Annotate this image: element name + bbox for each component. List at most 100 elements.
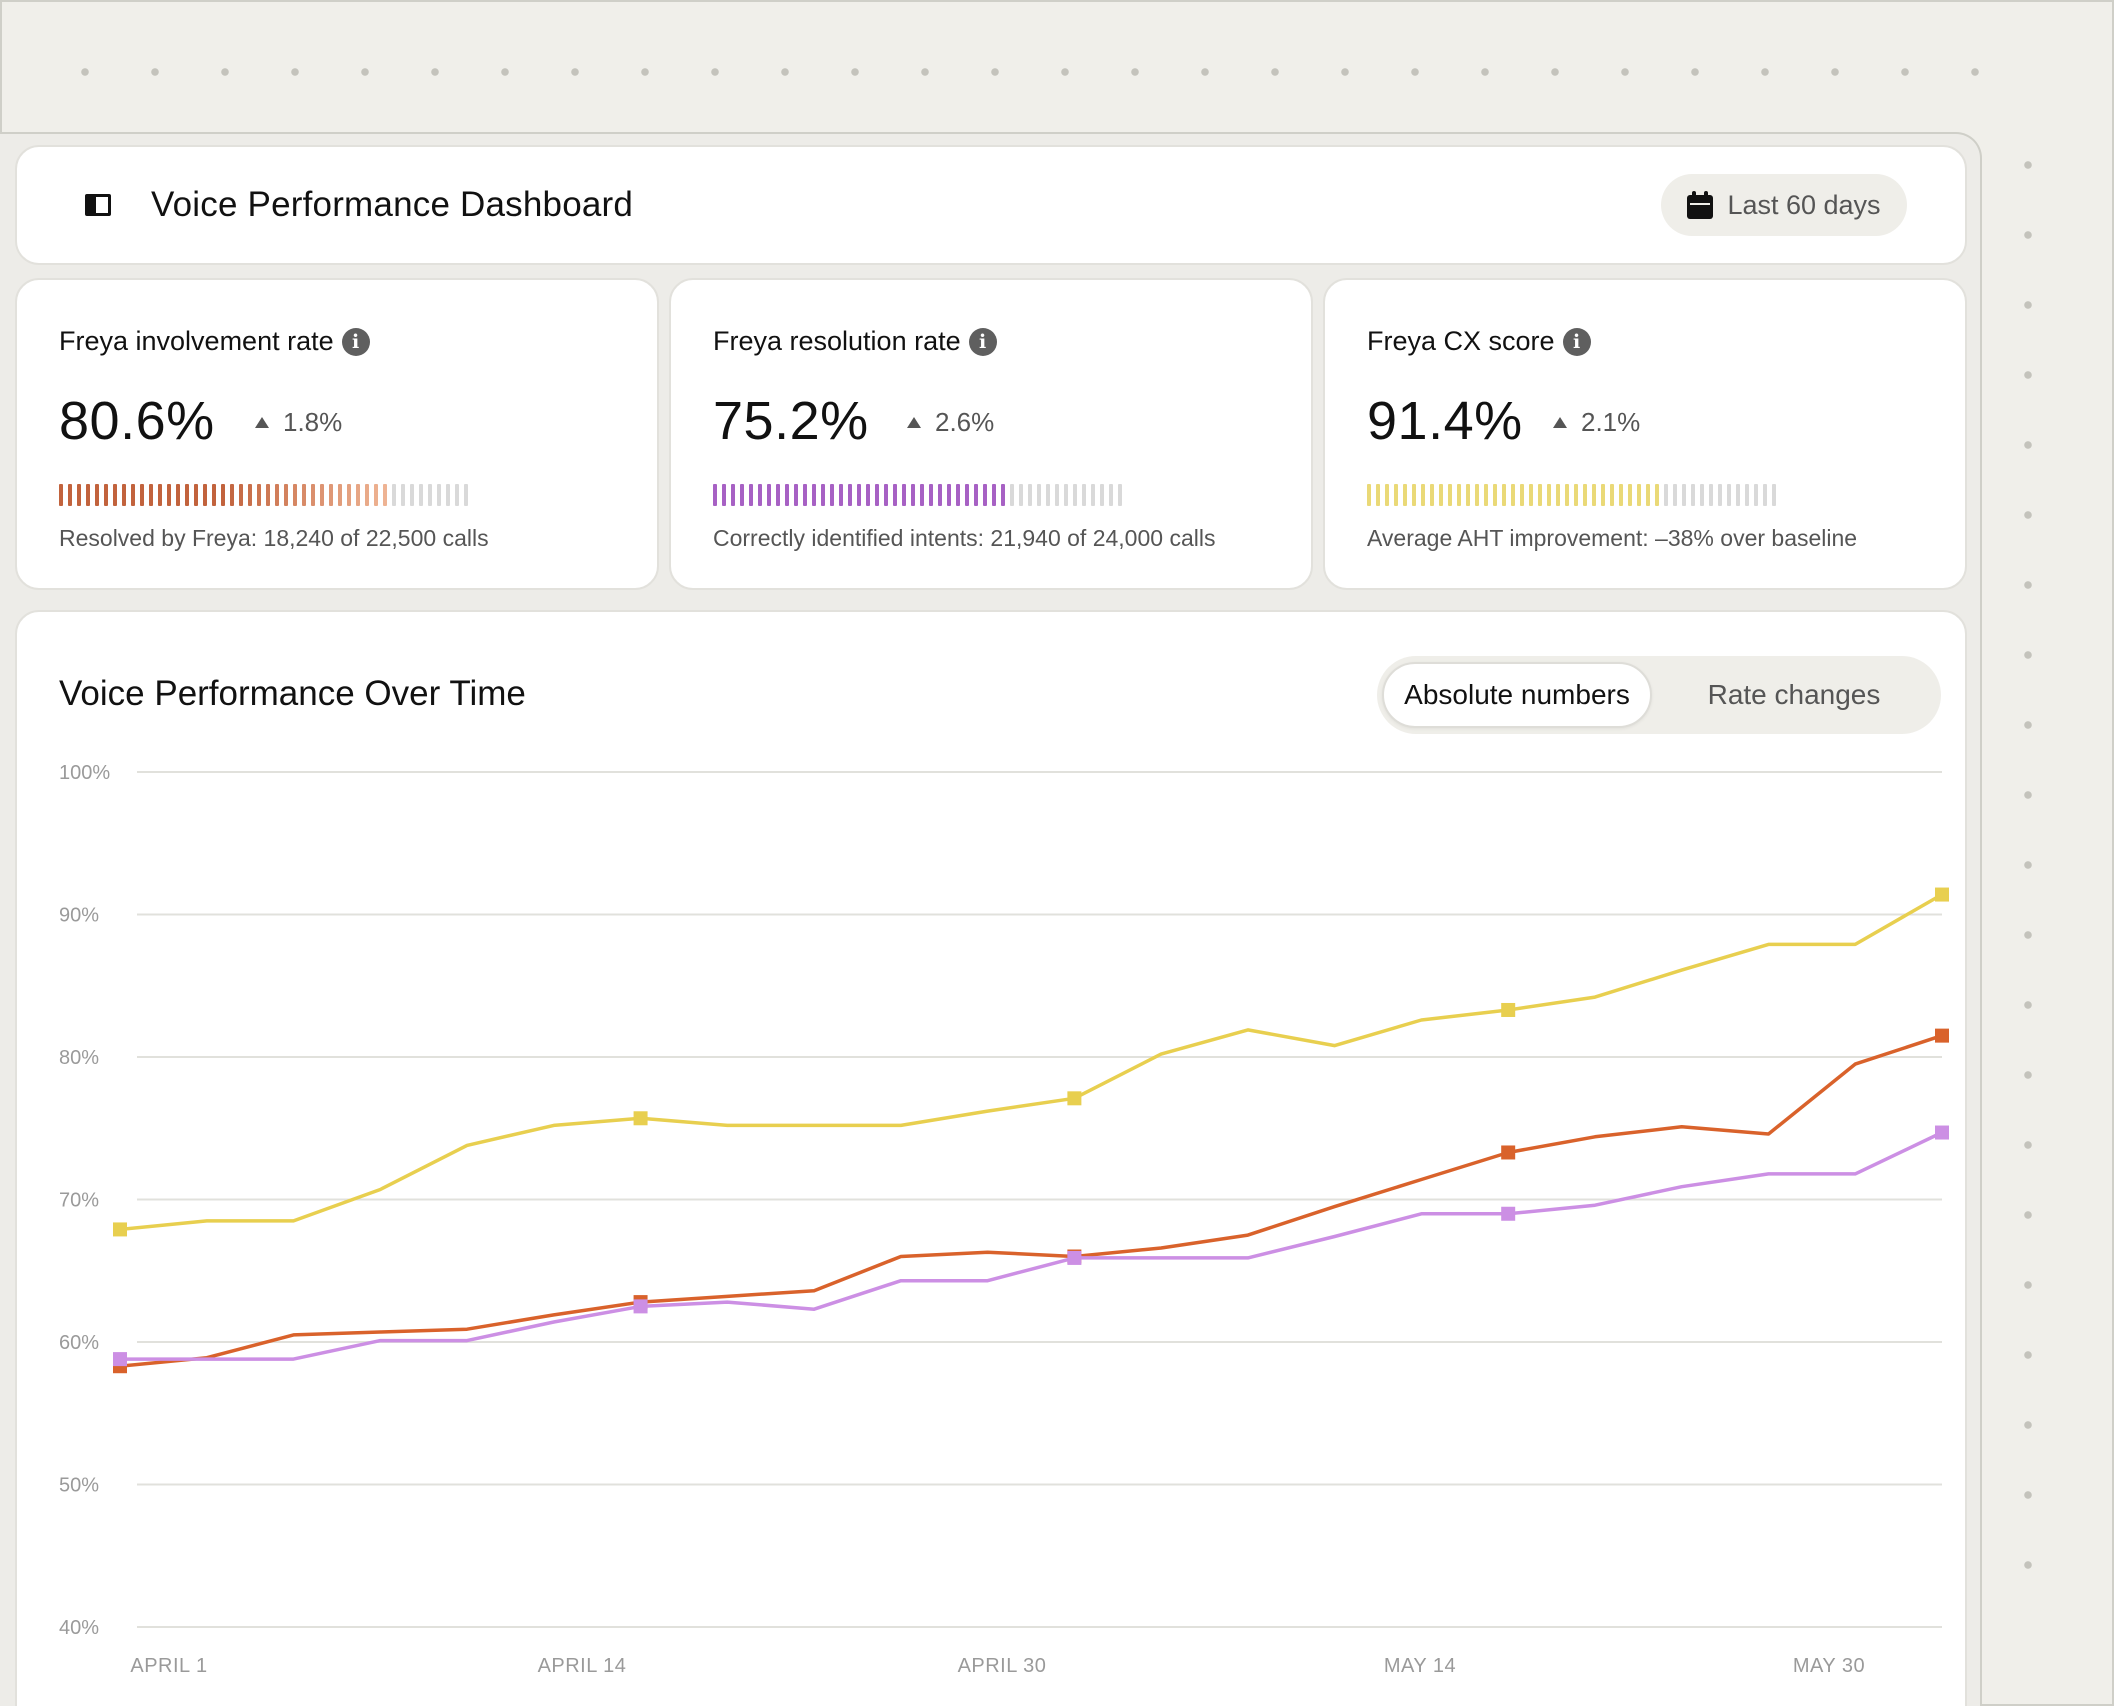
kpi-footnote: Correctly identified intents: 21,940 of … <box>713 525 1216 551</box>
kpi-label: Freya resolution rate <box>713 326 961 356</box>
calendar-icon <box>1687 191 1714 219</box>
series-line <box>119 892 1943 1232</box>
trend-up-icon <box>255 417 269 428</box>
progress-tick <box>1511 484 1515 506</box>
progress-tick <box>392 484 396 506</box>
kpi-label: Freya involvement rate <box>59 326 334 356</box>
progress-tick <box>356 484 360 506</box>
progress-tick <box>1655 484 1659 506</box>
progress-tick <box>830 484 834 506</box>
trend-up-icon <box>1553 417 1567 428</box>
progress-tick <box>248 484 252 506</box>
y-tick-label: 40% <box>59 1617 99 1639</box>
kpi-delta: 2.1% <box>1553 407 1640 438</box>
progress-tick <box>158 484 162 506</box>
progress-tick <box>884 484 888 506</box>
series-marker <box>633 1299 648 1314</box>
progress-tick <box>1073 484 1077 506</box>
sidebar-toggle-icon[interactable] <box>77 184 119 226</box>
series-marker <box>1067 1091 1082 1106</box>
rate-changes-tab[interactable]: Rate changes <box>1707 679 1881 710</box>
progress-tick <box>329 484 333 506</box>
progress-tick <box>1754 484 1758 506</box>
progress-tick <box>266 484 270 506</box>
absolute-numbers-tab[interactable]: Absolute numbers <box>1382 662 1652 728</box>
progress-tick <box>131 484 135 506</box>
kpi-progress-ticks <box>59 484 468 506</box>
progress-tick <box>113 484 117 506</box>
progress-tick <box>740 484 744 506</box>
series-line <box>119 1033 1943 1368</box>
progress-tick <box>77 484 81 506</box>
progress-tick <box>875 484 879 506</box>
progress-tick <box>374 484 378 506</box>
progress-tick <box>365 484 369 506</box>
info-icon[interactable]: i <box>341 327 370 356</box>
dot-grid-right <box>2022 130 2034 1620</box>
info-icon[interactable]: i <box>1562 327 1591 356</box>
page-title: Voice Performance Dashboard <box>151 185 634 224</box>
series-marker <box>1935 1028 1949 1043</box>
progress-tick <box>1556 484 1560 506</box>
progress-tick <box>1046 484 1050 506</box>
progress-tick <box>185 484 189 506</box>
progress-tick <box>437 484 441 506</box>
date-range-button[interactable]: Last 60 days <box>1661 174 1907 236</box>
progress-tick <box>1646 484 1650 506</box>
series-marker <box>633 1111 648 1126</box>
progress-tick <box>86 484 90 506</box>
progress-tick <box>767 484 771 506</box>
progress-tick <box>794 484 798 506</box>
chart-title: Voice Performance Over Time <box>59 674 526 713</box>
progress-tick <box>149 484 153 506</box>
progress-tick <box>1574 484 1578 506</box>
progress-tick <box>920 484 924 506</box>
progress-tick <box>1628 484 1632 506</box>
progress-tick <box>1538 484 1542 506</box>
progress-tick <box>194 484 198 506</box>
info-icon[interactable]: i <box>968 327 997 356</box>
series-marker <box>113 1222 127 1237</box>
progress-tick <box>1763 484 1767 506</box>
progress-tick <box>464 484 468 506</box>
progress-tick <box>857 484 861 506</box>
progress-tick <box>731 484 735 506</box>
progress-tick <box>221 484 225 506</box>
progress-tick <box>59 484 63 506</box>
kpi-footnote: Resolved by Freya: 18,240 of 22,500 call… <box>59 525 489 551</box>
y-tick-label: 60% <box>59 1332 99 1354</box>
x-tick-label: MAY 30 <box>1793 1655 1865 1677</box>
progress-tick <box>812 484 816 506</box>
progress-tick <box>239 484 243 506</box>
progress-tick <box>122 484 126 506</box>
progress-tick <box>176 484 180 506</box>
series-line <box>120 1130 1943 1361</box>
progress-tick <box>1493 484 1497 506</box>
series-marker <box>113 1352 127 1367</box>
progress-tick <box>1367 484 1371 506</box>
progress-tick <box>230 484 234 506</box>
kpi-progress-ticks <box>1367 484 1776 506</box>
kpi-label: Freya CX score <box>1367 326 1555 356</box>
progress-tick <box>446 484 450 506</box>
progress-tick <box>893 484 897 506</box>
progress-tick <box>1745 484 1749 506</box>
series-marker <box>1501 1002 1516 1017</box>
progress-tick <box>1592 484 1596 506</box>
progress-tick <box>1547 484 1551 506</box>
dot-grid-top <box>50 66 2040 78</box>
progress-tick <box>803 484 807 506</box>
kpi-card-resolution: Freya resolution rate i 75.2% 2.6% Corre… <box>669 278 1313 590</box>
progress-tick <box>1637 484 1641 506</box>
progress-tick <box>1718 484 1722 506</box>
progress-tick <box>956 484 960 506</box>
progress-tick <box>428 484 432 506</box>
progress-tick <box>983 484 987 506</box>
progress-tick <box>758 484 762 506</box>
progress-tick <box>410 484 414 506</box>
progress-tick <box>1502 484 1506 506</box>
x-tick-label: APRIL 30 <box>958 1655 1047 1677</box>
progress-tick <box>848 484 852 506</box>
progress-tick <box>1403 484 1407 506</box>
progress-tick <box>1700 484 1704 506</box>
